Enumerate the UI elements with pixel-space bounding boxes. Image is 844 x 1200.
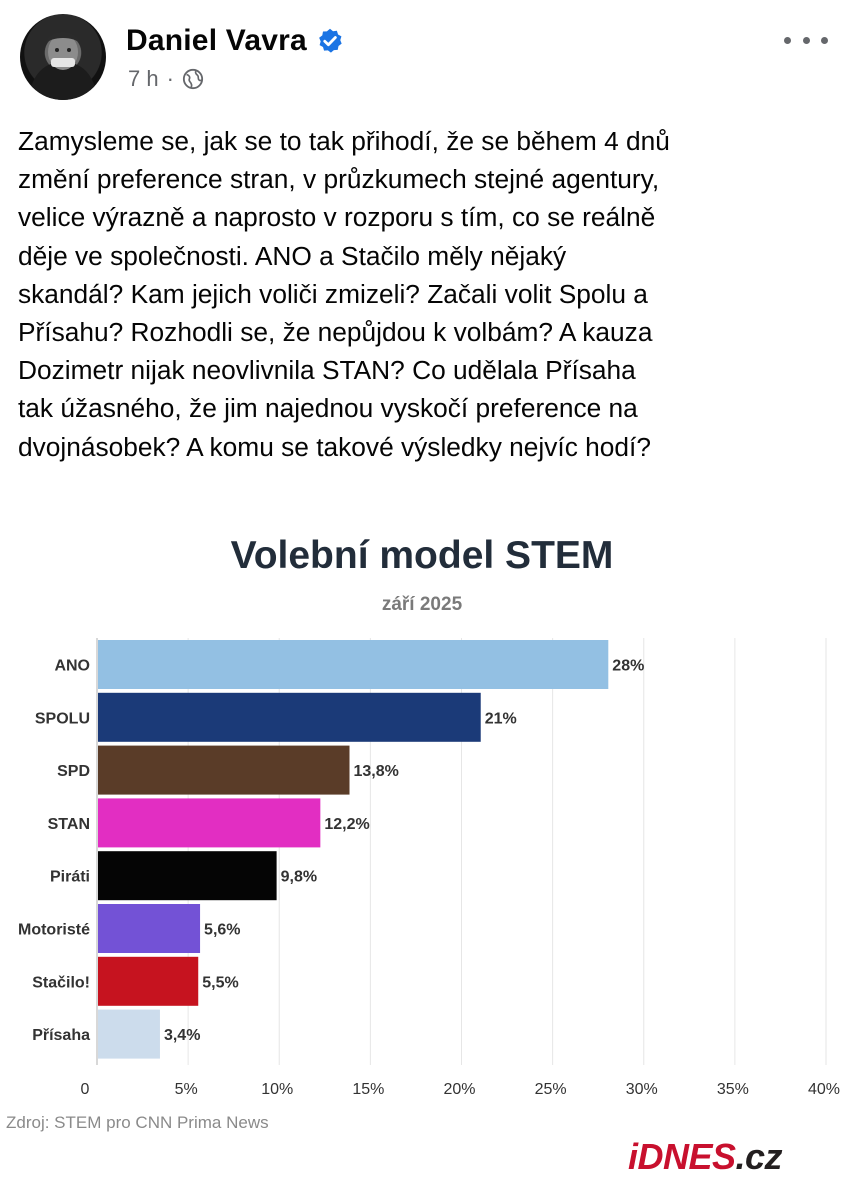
bar [98,904,201,953]
bar [98,956,199,1006]
chart-source: Zdroj: STEM pro CNN Prima News [6,1113,269,1132]
category-label: Motoristé [18,922,90,939]
category-label: Piráti [50,869,90,886]
author-name[interactable]: Daniel Vavra [126,24,307,57]
category-label: Stačilo! [32,974,90,991]
idnes-logo: iDNES.cz [628,1136,783,1178]
post-text-line: Zamysleme se, jak se to tak přihodí, že … [18,126,670,156]
value-label: 5,6% [204,922,240,939]
logo-part-2: .cz [735,1136,783,1177]
more-options-button[interactable] [784,26,828,54]
post-text-line: dvojnásobek? A komu se takové výsledky n… [18,431,651,462]
bar [98,851,277,901]
post-meta: 7 h · [128,66,204,92]
post-text-line: tak úžasného, že jim najednou vyskočí pr… [18,393,638,424]
value-label: 21% [485,710,517,727]
author-row: Daniel Vavra [126,22,344,60]
chart-subtitle: září 2025 [381,594,463,615]
value-label: 28% [612,658,644,675]
x-tick-label: 30% [626,1081,658,1098]
x-tick-label: 15% [352,1081,384,1098]
avatar[interactable] [20,14,106,100]
category-label: STAN [48,816,90,833]
post-text-line: velice výrazně a naprosto v rozporu s tí… [18,202,656,233]
chart-title: Volební model STEM [230,534,614,577]
avatar-portrait [28,32,98,100]
post-text-line: skandál? Kam jejich voliči zmizeli? Zača… [18,278,648,309]
x-tick-label: 20% [443,1081,475,1098]
post-time[interactable]: 7 h [128,66,159,91]
logo-part-1: iDNES [628,1136,736,1177]
bar [98,1009,160,1059]
post-header: Daniel Vavra 7 h · [0,0,844,110]
category-label: SPD [57,763,90,780]
bar [98,798,321,848]
post-text-line: děje ve společnosti. ANO a Stačilo měly … [18,240,567,271]
x-tick-label: 0 [81,1081,90,1098]
post-text-line: Přísahu? Rozhodli se, že nepůjdou k volb… [18,317,653,348]
post-text-line: Dozimetr nijak neovlivnila STAN? Co uděl… [18,355,636,386]
post-text-line: změní preference stran, v průzkumech ste… [18,164,660,195]
bar [98,692,481,742]
value-label: 12,2% [324,816,369,833]
chart-card: Volební model STEM září 2025 0 5% 10% 15% 20… [0,512,844,1200]
x-tick-label: 25% [535,1081,567,1098]
category-label: ANO [54,658,90,675]
value-label: 13,8% [354,763,399,780]
x-tick-label: 10% [261,1081,293,1098]
value-label: 3,4% [164,1027,200,1044]
x-tick-label: 35% [717,1081,749,1098]
verified-badge-icon [319,28,342,53]
bar-chart: 0 5% 10% 15% 20% 25% 30% 35% 40% ANO 28% SPOLU 21% SP… [18,638,840,1098]
more-options-icon [784,36,791,44]
value-label: 5,5% [202,974,238,991]
category-label: SPOLU [35,710,90,727]
category-label: Přísaha [32,1027,90,1044]
globe-icon[interactable] [182,68,204,90]
x-tick-label: 40% [808,1081,840,1098]
bar [98,640,609,689]
meta-separator: · [166,66,174,91]
post-body-text: Zamysleme se, jak se to tak přihodí, že … [18,122,826,466]
value-label: 9,8% [281,869,317,886]
x-tick-label: 5% [175,1081,198,1098]
bar [98,745,350,795]
